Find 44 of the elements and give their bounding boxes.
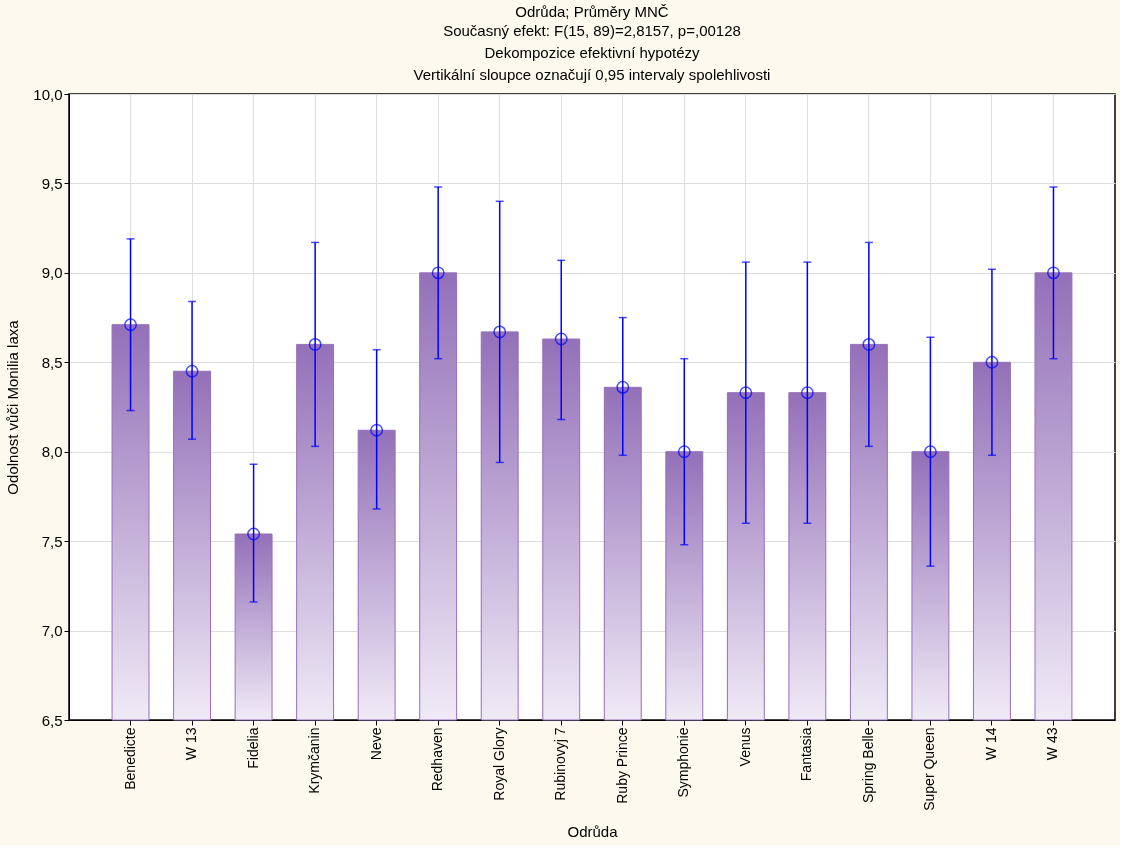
y-tick-label: 10,0 <box>33 85 63 103</box>
y-tick-label: 6,5 <box>41 711 63 729</box>
point <box>1047 266 1060 280</box>
point <box>247 527 261 541</box>
x-tick-label: Rubinovyj 7 <box>552 727 569 801</box>
point <box>739 386 753 400</box>
x-tick-label: Super Queen <box>921 727 938 811</box>
x-tick-label: Redhaven <box>429 727 446 792</box>
chart-subtitle: Současný efekt: F(15, 89)=2,8157, p=,00128 Dekompozice efektivní hypotézy Vertikální sloupce označují 0,95 intervaly spolehlivosti <box>413 22 771 83</box>
x-tick-label: Neve <box>367 727 384 761</box>
point <box>677 445 691 459</box>
point <box>431 266 445 280</box>
x-tick-label: Ruby Prince <box>613 727 630 804</box>
y-tick-label: 7,5 <box>41 532 63 550</box>
x-tick-label: Symphonie <box>675 727 692 798</box>
x-tick-label: Fantasia <box>798 727 815 782</box>
point <box>616 380 630 394</box>
point <box>800 386 814 400</box>
x-tick-label: Benedicte <box>121 727 138 790</box>
y-axis-title: Odolnost vůči Monilia laxa <box>4 319 22 495</box>
x-axis-title: Odrůda <box>567 822 619 840</box>
y-tick-label: 7,0 <box>41 622 63 640</box>
x-tick-label: Fidelia <box>244 727 261 769</box>
x-tick-label: Krymčanin <box>306 727 323 794</box>
x-tick-label: W 43 <box>1044 727 1061 761</box>
y-tick-label: 9,0 <box>41 264 63 282</box>
point <box>370 423 384 437</box>
point <box>185 364 199 378</box>
chart-title: Odrůda; Průměry MNČ <box>515 3 669 20</box>
point <box>308 337 322 351</box>
x-tick-label: W 14 <box>982 727 999 761</box>
point <box>554 332 568 346</box>
x-tick-label: W 13 <box>183 727 200 761</box>
x-tick-label: Spring Belle <box>859 727 876 803</box>
point <box>493 325 507 339</box>
point <box>862 337 876 351</box>
point <box>124 318 137 332</box>
x-tick-label: Royal Glory <box>490 727 507 801</box>
point <box>985 355 999 369</box>
y-tick-label: 8,0 <box>41 443 63 461</box>
x-tick-label: Venus <box>736 727 753 767</box>
y-tick-label: 9,5 <box>41 174 63 192</box>
y-tick-label: 8,5 <box>41 353 63 371</box>
point <box>923 445 937 459</box>
